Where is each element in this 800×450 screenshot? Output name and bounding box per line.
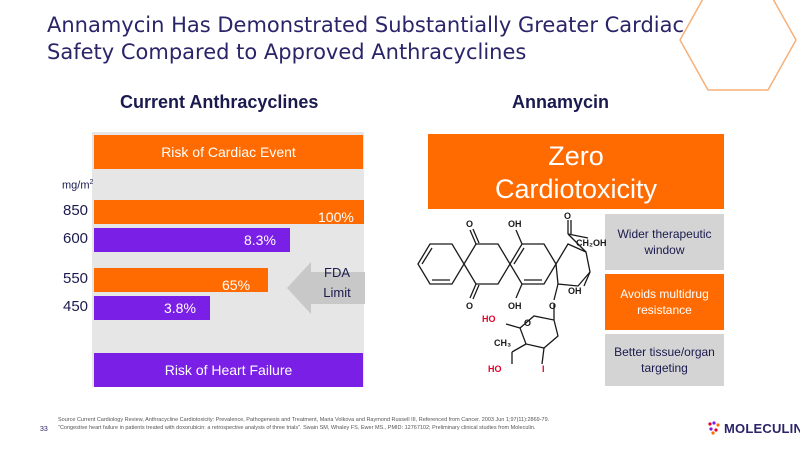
dose-bar-600 bbox=[94, 228, 290, 252]
dose-label-600: 600 bbox=[63, 230, 89, 247]
dose-label-850: 850 bbox=[63, 202, 89, 219]
company-logo: MOLECULIN bbox=[706, 420, 800, 436]
left-panel-background bbox=[92, 132, 364, 387]
mol-o-bottom-right: O bbox=[549, 301, 556, 311]
benefit-wider-window: Wider therapeutic window bbox=[605, 214, 724, 270]
benefit-tissue-targeting: Better tissue/organ targeting bbox=[605, 334, 724, 386]
mol-oh-top: OH bbox=[508, 219, 522, 229]
logo-text: MOLECULIN bbox=[724, 420, 800, 436]
zero-line-1: Zero bbox=[548, 141, 604, 171]
mol-ho-bottom: HO bbox=[488, 364, 502, 374]
bar-value-label-600: 8.3% bbox=[244, 232, 276, 248]
logo-icon bbox=[708, 421, 720, 435]
mol-ch2oh: CH₂OH bbox=[576, 238, 607, 248]
heart-failure-banner: Risk of Heart Failure bbox=[94, 353, 363, 387]
annamycin-structure: O OH O CH₂OH OH O OH O HO O CH₃ HO I bbox=[417, 212, 607, 374]
dose-bar-450 bbox=[94, 296, 210, 320]
dose-label-450: 450 bbox=[63, 298, 89, 315]
hexagon-decoration-icon bbox=[679, 0, 797, 91]
bar-value-label-550: 65% bbox=[222, 277, 251, 293]
mol-ho-sugar: HO bbox=[482, 314, 496, 324]
mol-iodine: I bbox=[542, 364, 545, 374]
page-number: 33 bbox=[40, 426, 48, 433]
title-line-2: Safety Compared to Approved Anthracyclin… bbox=[47, 40, 527, 64]
mol-oh-right: OH bbox=[568, 286, 582, 296]
cardiac-event-banner: Risk of Cardiac Event bbox=[94, 135, 363, 169]
mol-oh-bottom: OH bbox=[508, 301, 522, 311]
unit-base: mg/m bbox=[62, 179, 90, 192]
source-line-2: "Congestive heart failure in patients tr… bbox=[58, 425, 536, 431]
dose-label-550: 550 bbox=[63, 270, 89, 287]
unit-exponent: 2 bbox=[89, 179, 94, 186]
source-line-1: Source Current Cardiology Review, Anthra… bbox=[58, 417, 550, 423]
bar-value-label-850: 100% bbox=[318, 209, 354, 225]
mol-o-top-right: O bbox=[564, 212, 571, 221]
fda-line-2: Limit bbox=[323, 285, 351, 300]
dose-bar-850 bbox=[94, 200, 364, 224]
zero-line-2: Cardiotoxicity bbox=[494, 174, 658, 204]
fda-limit-label: FDA Limit bbox=[312, 263, 362, 303]
mol-o-ring: O bbox=[524, 318, 531, 328]
source-citation: Source Current Cardiology Review, Anthra… bbox=[58, 416, 618, 432]
mol-ch3: CH₃ bbox=[494, 338, 511, 348]
right-column-heading: Annamycin bbox=[512, 92, 610, 112]
dose-bar-550 bbox=[94, 268, 268, 292]
title-line-1: Annamycin Has Demonstrated Substantially… bbox=[47, 13, 685, 37]
zero-cardiotoxicity-box: Zero Cardiotoxicity bbox=[428, 134, 724, 209]
mol-o-bottom-left: O bbox=[466, 301, 473, 311]
left-column-heading: Current Anthracyclines bbox=[120, 92, 319, 112]
unit-label: mg/m2 bbox=[62, 179, 93, 192]
benefit-multidrug-resistance: Avoids multidrug resistance bbox=[605, 274, 724, 330]
bar-value-label-450: 3.8% bbox=[164, 300, 196, 316]
slide-title: Annamycin Has Demonstrated Substantially… bbox=[47, 12, 685, 66]
left-arrow-icon bbox=[287, 262, 365, 314]
fda-line-1: FDA bbox=[324, 265, 350, 280]
mol-o-top-left: O bbox=[466, 219, 473, 229]
